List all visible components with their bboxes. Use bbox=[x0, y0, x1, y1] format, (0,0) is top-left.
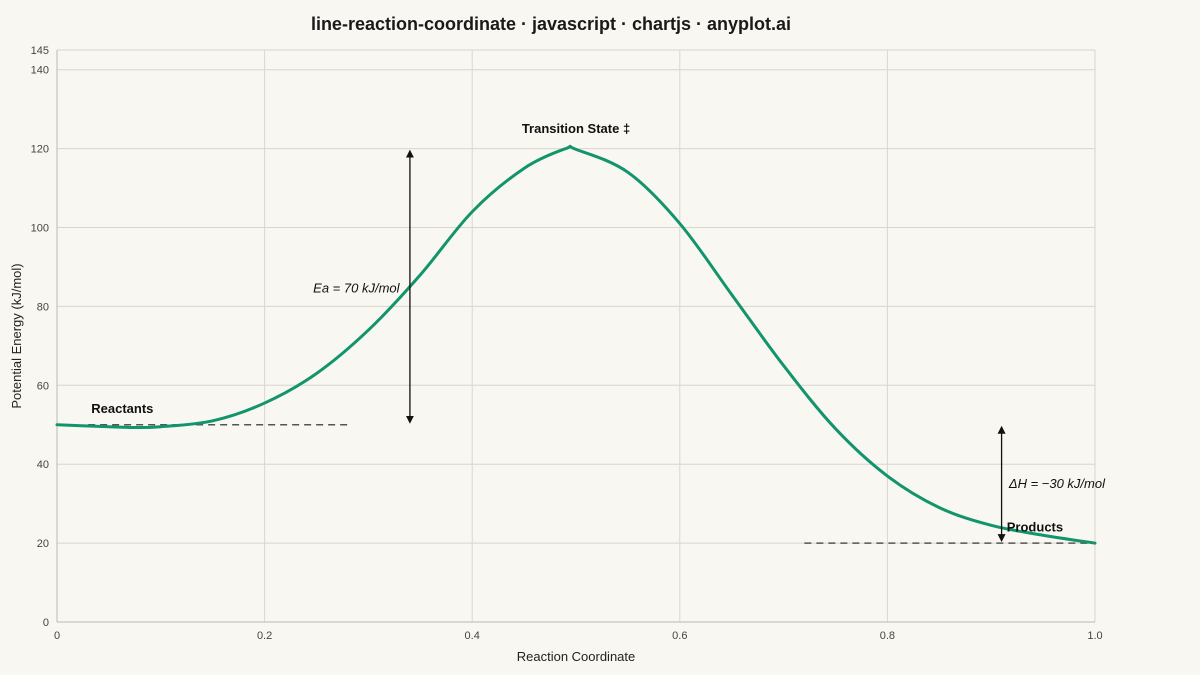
series-layer bbox=[55, 144, 1097, 545]
arrows bbox=[405, 149, 1006, 543]
y-tick-label: 120 bbox=[31, 144, 49, 156]
annotation-label: Reactants bbox=[91, 401, 153, 416]
y-tick-label: 60 bbox=[37, 380, 49, 392]
y-tick-label: 80 bbox=[37, 301, 49, 313]
energy-curve bbox=[55, 144, 1097, 545]
annotation-label: Ea = 70 kJ/mol bbox=[313, 281, 400, 296]
reference-lines bbox=[88, 424, 1095, 544]
x-tick-label: 0.8 bbox=[880, 630, 895, 642]
x-tick-label: 0.4 bbox=[465, 630, 480, 642]
x-tick-label: 0 bbox=[54, 630, 60, 642]
annotations: Transition State ‡ Reactants Products Ea = … bbox=[91, 121, 1106, 534]
annotation-label: Transition State ‡ bbox=[522, 121, 630, 136]
y-tick-label: 140 bbox=[31, 65, 49, 77]
y-tick-label: 40 bbox=[37, 459, 49, 471]
chart-title: line-reaction-coordinate · javascript · … bbox=[311, 14, 791, 34]
x-tick-label: 0.2 bbox=[257, 630, 272, 642]
axes: 0 0.2 0.4 0.6 0.8 1.0 0 20 40 60 80 100 120 140 145 bbox=[31, 45, 1103, 642]
y-tick-label: 145 bbox=[31, 45, 49, 57]
x-tick-label: 1.0 bbox=[1087, 630, 1102, 642]
y-tick-label: 100 bbox=[31, 223, 49, 235]
y-tick-label: 0 bbox=[43, 617, 49, 629]
grid bbox=[57, 49, 1096, 622]
x-tick-label: 0.6 bbox=[672, 630, 687, 642]
annotation-label: Products bbox=[1007, 519, 1063, 534]
y-axis-label: Potential Energy (kJ/mol) bbox=[9, 263, 24, 408]
annotation-label: ΔH = −30 kJ/mol bbox=[1008, 476, 1106, 491]
y-tick-label: 20 bbox=[37, 538, 49, 550]
x-axis-label: Reaction Coordinate bbox=[517, 649, 636, 664]
